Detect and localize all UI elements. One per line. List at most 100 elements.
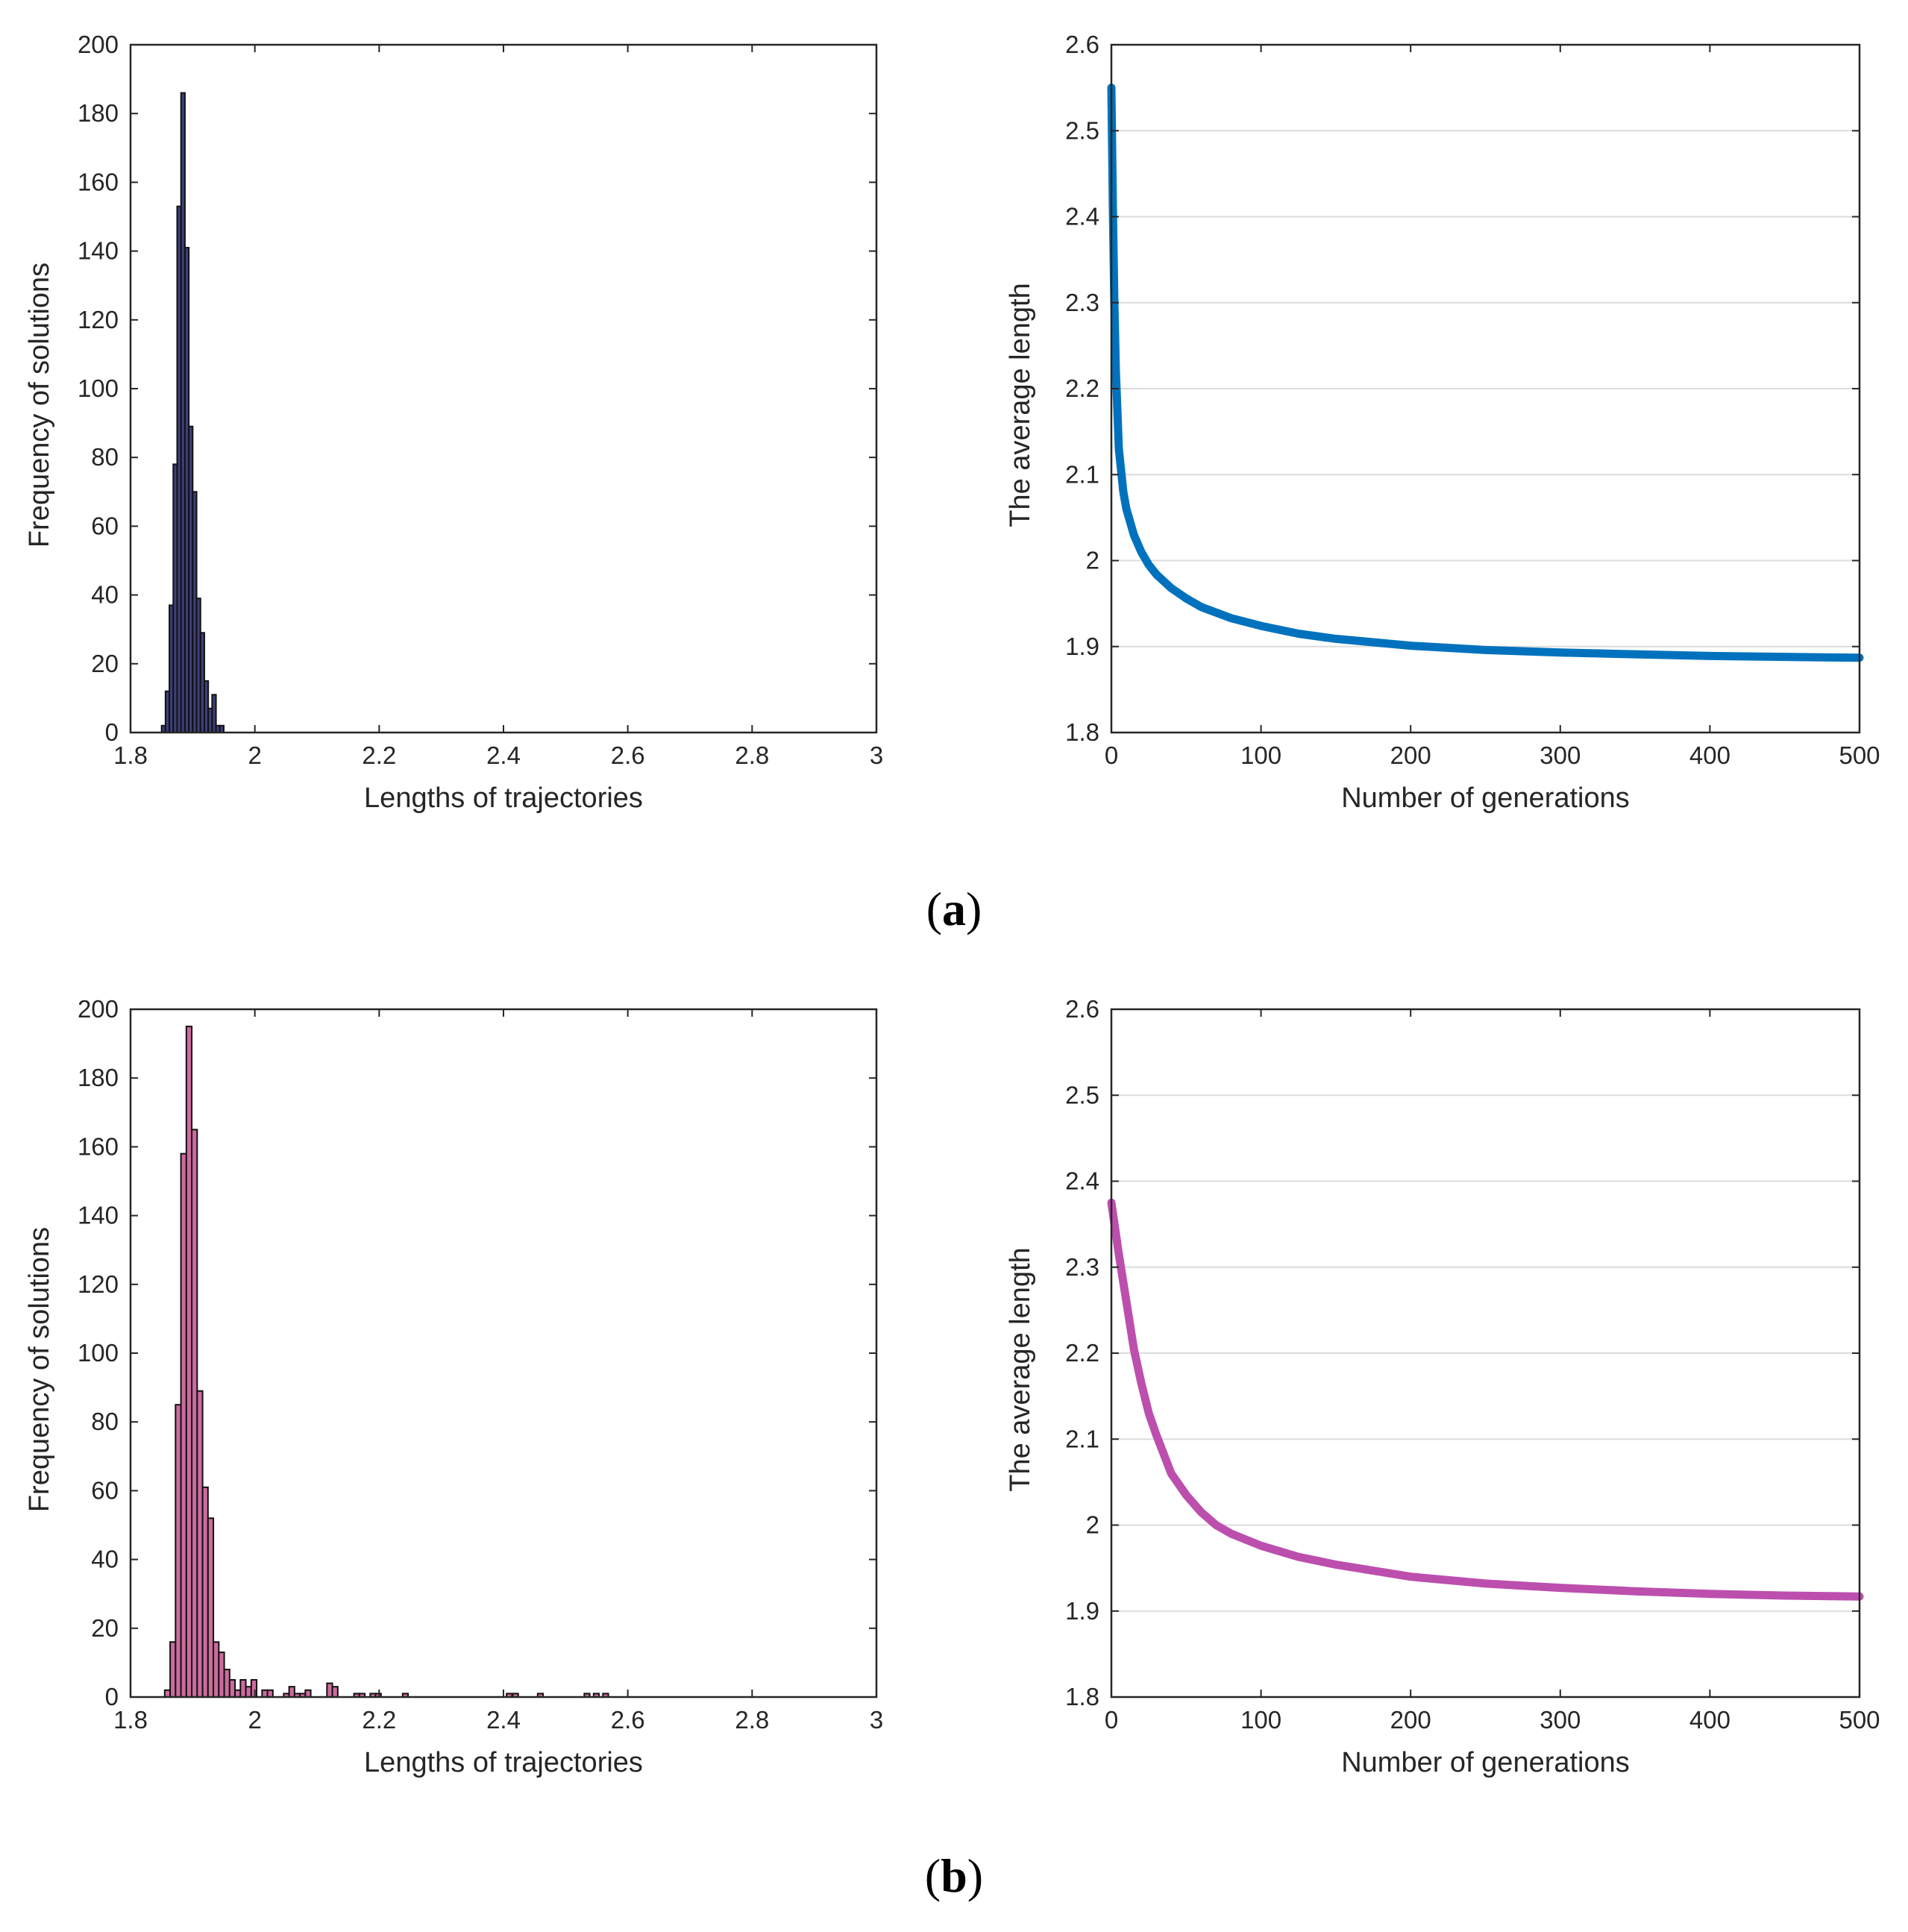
histogram-bar — [304, 1689, 312, 1699]
histogram-bar — [239, 1678, 247, 1698]
y-tick-label: 0 — [105, 1683, 119, 1710]
y-tick-label: 2.1 — [1065, 1425, 1099, 1452]
y-tick-label: 20 — [91, 650, 119, 677]
y-tick-label: 180 — [78, 1064, 119, 1091]
y-tick-label: 2.3 — [1065, 289, 1099, 316]
histogram-bar — [180, 1152, 187, 1698]
x-axis-label: Lengths of trajectories — [364, 1747, 643, 1778]
y-tick-label: 40 — [91, 581, 119, 609]
x-tick-label: 200 — [1390, 1706, 1431, 1734]
y-tick-label: 140 — [78, 237, 119, 265]
y-tick-label: 80 — [91, 1408, 119, 1435]
y-tick-label: 2 — [1086, 547, 1099, 574]
x-tick-label: 2.4 — [486, 1706, 521, 1734]
histogram-bar — [245, 1686, 252, 1698]
y-tick-label: 200 — [78, 995, 119, 1023]
x-tick-label: 2.6 — [611, 741, 645, 769]
y-axis-label: Frequency of solutions — [24, 263, 55, 548]
y-axis-label: Frequency of solutions — [24, 1227, 55, 1512]
y-tick-label: 160 — [78, 168, 119, 195]
histogram-bar — [218, 1652, 225, 1699]
y-tick-label: 60 — [91, 1476, 119, 1504]
x-tick-label: 500 — [1839, 741, 1880, 769]
x-tick-label: 2.2 — [362, 741, 396, 769]
y-tick-label: 40 — [91, 1546, 119, 1573]
histogram-bar — [261, 1689, 269, 1699]
y-tick-label: 1.8 — [1065, 718, 1099, 746]
histogram-bar — [250, 1678, 258, 1698]
y-tick-label: 140 — [78, 1202, 119, 1229]
x-tick-label: 300 — [1540, 741, 1581, 769]
x-tick-label: 0 — [1105, 741, 1118, 769]
y-tick-label: 2.5 — [1065, 116, 1099, 144]
histogram-bar — [266, 1689, 274, 1699]
histogram-bar — [223, 1669, 230, 1699]
y-tick-label: 120 — [78, 1270, 119, 1298]
line-chart-panel-a: 0 100 200 300 400 500 1.8 1.9 2 2.1 2.2 2.3 2.4 2.5 2.… — [1005, 31, 1880, 814]
y-tick-label: 1.8 — [1065, 1683, 1099, 1710]
y-tick-label: 2.2 — [1065, 374, 1099, 402]
histogram-bar — [163, 1689, 172, 1699]
histogram-bar — [185, 1026, 193, 1699]
line-chart-panel-b: 0 100 200 300 400 500 1.8 1.9 2 2.1 2.2 2.3 2.4 2.5 2.… — [1005, 995, 1880, 1778]
y-tick-label: 1.9 — [1065, 1597, 1099, 1625]
y-tick-label: 2.6 — [1065, 31, 1099, 58]
axes-frame — [129, 43, 878, 734]
y-tick-label: 100 — [78, 374, 119, 402]
x-tick-label: 2 — [248, 1706, 261, 1734]
y-tick-label: 160 — [78, 1132, 119, 1160]
x-tick-label: 400 — [1689, 1706, 1730, 1734]
x-tick-label: 100 — [1240, 1706, 1281, 1734]
y-axis-label: The average length — [1005, 283, 1036, 527]
x-axis-label: Lengths of trajectories — [364, 782, 643, 814]
y-tick-label: 2.2 — [1065, 1339, 1099, 1367]
histogram-bar — [331, 1686, 339, 1698]
caption-b: (b) — [925, 1849, 983, 1902]
histogram-bar — [201, 1486, 209, 1699]
histogram-bar — [175, 1404, 182, 1699]
x-tick-label: 2.2 — [362, 1706, 396, 1734]
caption-a: (a) — [926, 882, 982, 935]
y-tick-label: 2.1 — [1065, 460, 1099, 488]
histogram-bar — [288, 1686, 295, 1698]
x-tick-label: 100 — [1240, 741, 1281, 769]
histogram-bar — [207, 1517, 215, 1699]
histogram-bar — [169, 1641, 177, 1698]
y-tick-label: 2.5 — [1065, 1081, 1099, 1108]
histogram-bar — [326, 1682, 333, 1699]
y-axis-label: The average length — [1005, 1247, 1036, 1491]
histogram-bar — [213, 1641, 220, 1698]
y-tick-label: 180 — [78, 99, 119, 127]
y-tick-label: 2.4 — [1065, 1167, 1099, 1195]
y-tick-label: 2.3 — [1065, 1253, 1099, 1281]
y-tick-label: 0 — [105, 718, 119, 746]
x-tick-label: 2 — [248, 741, 261, 769]
x-tick-label: 3 — [870, 1706, 883, 1734]
histogram-bar — [219, 724, 225, 734]
y-tick-label: 2.4 — [1065, 203, 1099, 230]
y-tick-label: 2 — [1086, 1511, 1099, 1539]
y-tick-label: 1.9 — [1065, 633, 1099, 660]
x-tick-label: 500 — [1839, 1706, 1880, 1734]
x-tick-label: 1.8 — [113, 1706, 148, 1734]
series-line — [1107, 1198, 1864, 1601]
histogram-bar — [228, 1678, 236, 1698]
x-tick-label: 300 — [1540, 1706, 1581, 1734]
y-tick-label: 60 — [91, 512, 119, 539]
histogram-bar — [196, 1390, 204, 1698]
x-tick-label: 400 — [1689, 741, 1730, 769]
y-tick-label: 2.6 — [1065, 995, 1099, 1023]
x-tick-label: 2.6 — [611, 1706, 645, 1734]
axes-frame — [129, 1008, 878, 1699]
x-tick-label: 200 — [1390, 741, 1431, 769]
x-tick-label: 0 — [1105, 1706, 1118, 1734]
x-axis-label: Number of generations — [1341, 1747, 1630, 1778]
histogram-panel-b: 1.8 2 2.2 2.4 2.6 2.8 3 0 20 40 60 80 100 120 140 160 18… — [24, 995, 883, 1778]
x-tick-label: 2.8 — [735, 741, 769, 769]
histogram-bar — [234, 1689, 242, 1699]
series-line — [1107, 84, 1864, 662]
x-tick-label: 3 — [870, 741, 883, 769]
x-tick-label: 2.8 — [735, 1706, 769, 1734]
y-tick-label: 80 — [91, 443, 119, 471]
